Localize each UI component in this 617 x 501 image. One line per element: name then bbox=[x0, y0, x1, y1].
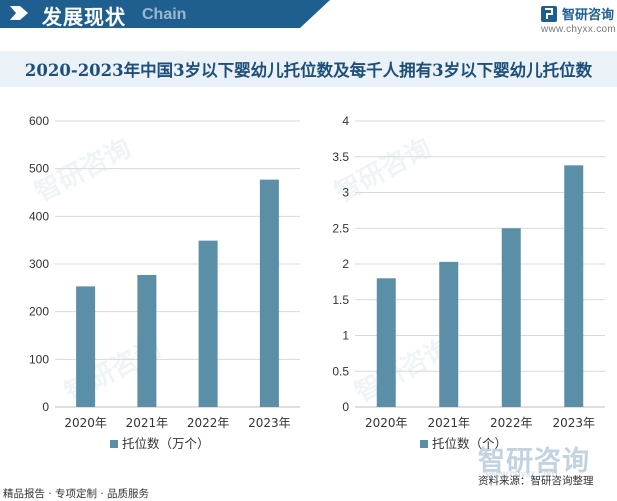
chart-title: 2020-2023年中国3岁以下婴幼儿托位数及每千人拥有3岁以下婴幼儿托位数 bbox=[24, 61, 593, 80]
x-tick-label: 2022年 bbox=[187, 416, 230, 430]
brand-name: 智研咨询 bbox=[562, 8, 615, 23]
brand-url: www.chyxx.com bbox=[541, 24, 617, 35]
y-tick-label: 3 bbox=[342, 186, 349, 200]
bar bbox=[501, 228, 521, 407]
y-tick-label: 1 bbox=[342, 329, 349, 343]
x-tick-label: 2020年 bbox=[365, 416, 408, 430]
header-banner bbox=[0, 0, 330, 28]
x-tick-label: 2022年 bbox=[490, 416, 533, 430]
header-subtitle: Chain bbox=[142, 6, 187, 23]
bar bbox=[439, 261, 459, 407]
y-tick-label: 100 bbox=[29, 352, 49, 366]
y-tick-label: 4 bbox=[342, 114, 349, 128]
header-tag-icon bbox=[10, 6, 28, 20]
y-tick-label: 300 bbox=[29, 257, 49, 271]
y-tick-label: 3.5 bbox=[332, 150, 349, 164]
bar bbox=[76, 286, 96, 407]
bar bbox=[137, 274, 157, 407]
y-tick-label: 600 bbox=[29, 114, 49, 128]
legend-swatch bbox=[110, 440, 118, 448]
brand-logo-icon bbox=[541, 6, 557, 22]
y-tick-label: 0 bbox=[342, 400, 349, 414]
y-tick-label: 0.5 bbox=[332, 364, 349, 378]
x-tick-label: 2023年 bbox=[552, 416, 595, 430]
legend-label: 托位数（个） bbox=[432, 436, 507, 451]
y-tick-label: 2 bbox=[342, 257, 349, 271]
header-title: 发展现状 bbox=[42, 5, 126, 29]
bar bbox=[259, 179, 279, 407]
y-tick-label: 500 bbox=[29, 162, 49, 176]
watermark-url: www.chyxx.com bbox=[486, 469, 558, 480]
x-tick-label: 2021年 bbox=[126, 416, 169, 430]
footer-tagline: 精品报告 · 专项定制 · 品质服务 bbox=[3, 488, 150, 500]
y-tick-label: 0 bbox=[42, 400, 49, 414]
x-tick-label: 2023年 bbox=[248, 416, 291, 430]
y-tick-label: 200 bbox=[29, 305, 49, 319]
source-note: 资料来源：智研咨询整理 bbox=[478, 475, 594, 487]
bar bbox=[198, 240, 218, 407]
y-tick-label: 400 bbox=[29, 209, 49, 223]
bar bbox=[564, 165, 584, 407]
y-tick-label: 2.5 bbox=[332, 221, 349, 235]
legend-label: 托位数（万个） bbox=[122, 436, 210, 451]
x-tick-label: 2020年 bbox=[64, 416, 107, 430]
x-tick-label: 2021年 bbox=[427, 416, 470, 430]
watermark-brand: 智研咨询 bbox=[478, 446, 590, 477]
title-band bbox=[0, 51, 617, 87]
legend-swatch bbox=[420, 440, 428, 448]
page-header: 发展现状 Chain 智研咨询 www.chyxx.com bbox=[0, 0, 617, 40]
y-tick-label: 1.5 bbox=[332, 293, 349, 307]
bar bbox=[376, 278, 396, 407]
